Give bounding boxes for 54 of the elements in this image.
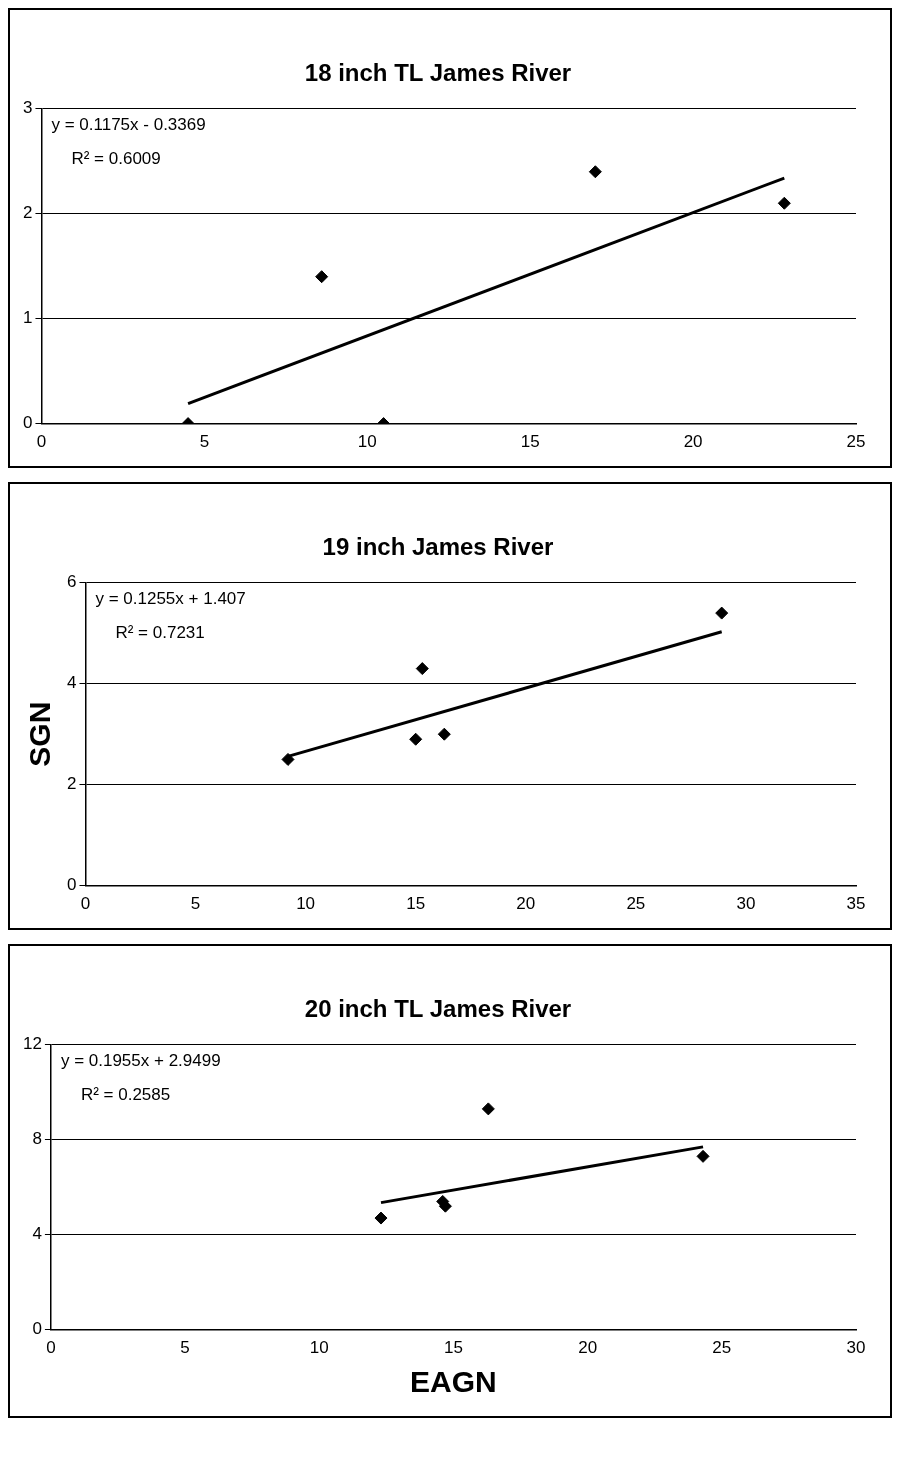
y-tick-label: 6	[66, 572, 77, 592]
x-tick-label: 0	[80, 894, 91, 914]
annotation: R² = 0.6009	[71, 148, 161, 168]
x-tick-label: 30	[736, 894, 756, 914]
y-tick-label: 4	[66, 673, 77, 693]
y-tick-label: 12	[22, 1034, 42, 1054]
x-tick-label: 25	[626, 894, 646, 914]
x-tick-label: 35	[846, 894, 866, 914]
point	[715, 606, 729, 620]
y-tick-label: 1	[22, 308, 33, 328]
x-tick-label: 10	[296, 894, 316, 914]
x-tick-label: 15	[443, 1338, 463, 1358]
x-tick-label: 15	[406, 894, 426, 914]
y-tick-label: 4	[32, 1224, 42, 1244]
y-tick-label: 0	[66, 875, 77, 895]
point	[374, 1211, 388, 1225]
point	[315, 270, 329, 284]
annotation: y = 0.1255x + 1.407	[95, 588, 246, 608]
x-tick-label: 15	[520, 432, 540, 452]
annotation: y = 0.1955x + 2.9499	[60, 1050, 221, 1070]
y-tick-label: 2	[66, 774, 77, 794]
y-tick-label: 0	[32, 1319, 42, 1339]
annotation: R² = 0.7231	[115, 622, 205, 642]
x-tick-label: 10	[309, 1338, 329, 1358]
y-tick-label: 2	[22, 203, 33, 223]
chart-title: 18 inch TL James River	[304, 59, 572, 87]
point	[281, 752, 295, 766]
point	[777, 196, 791, 210]
y-axis-title: SGN	[23, 701, 57, 767]
chart-title: 20 inch TL James River	[304, 995, 572, 1023]
annotation: y = 0.1175x - 0.3369	[51, 114, 206, 134]
chart-title: 19 inch James River	[322, 533, 554, 561]
point	[415, 662, 429, 676]
x-tick-label: 10	[357, 432, 377, 452]
x-axis-title: EAGN	[410, 1365, 497, 1399]
point	[588, 165, 602, 179]
x-tick-label: 20	[516, 894, 536, 914]
annotation: R² = 0.2585	[80, 1084, 171, 1104]
x-tick-label: 5	[199, 432, 210, 452]
x-tick-label: 5	[180, 1338, 190, 1358]
x-tick-label: 20	[578, 1338, 598, 1358]
point	[481, 1102, 495, 1116]
point	[409, 732, 423, 746]
x-tick-label: 30	[846, 1338, 866, 1358]
x-tick-label: 5	[190, 894, 201, 914]
x-tick-label: 25	[846, 432, 866, 452]
x-tick-label: 25	[712, 1338, 732, 1358]
x-tick-label: 0	[46, 1338, 56, 1358]
y-tick-label: 8	[32, 1129, 42, 1149]
x-tick-label: 20	[683, 432, 703, 452]
point	[437, 727, 451, 741]
y-tick-label: 3	[22, 98, 33, 118]
y-tick-label: 0	[22, 413, 33, 433]
point	[696, 1149, 710, 1163]
